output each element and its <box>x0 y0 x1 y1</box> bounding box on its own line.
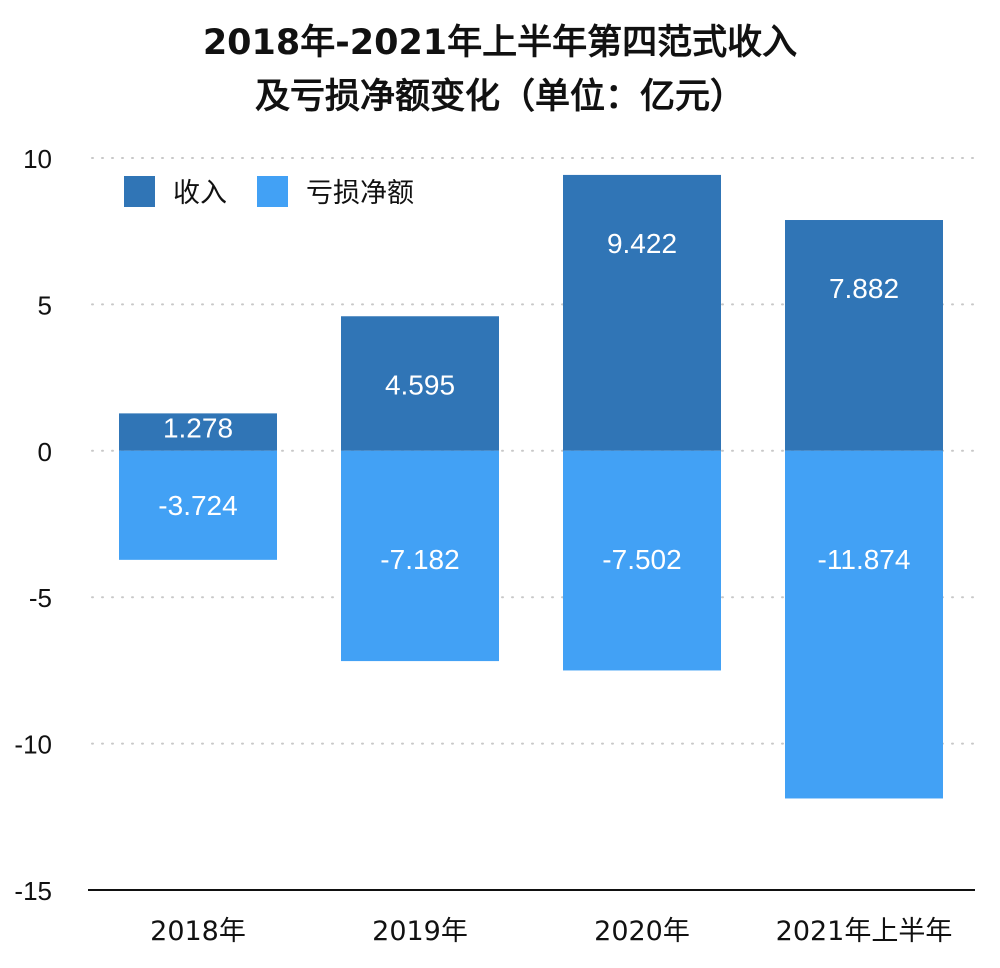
legend-label: 收入 <box>173 178 227 209</box>
y-tick-label: -10 <box>14 730 52 760</box>
y-tick-label: -15 <box>14 876 52 906</box>
y-tick-label: 10 <box>23 144 52 174</box>
bar-net-loss <box>563 450 721 671</box>
data-label: 7.882 <box>829 273 899 304</box>
y-tick-label: 5 <box>38 290 52 320</box>
legend-label: 亏损净额 <box>306 178 414 209</box>
chart-title-line-1: 2018年-2021年上半年第四范式收入 <box>202 23 798 63</box>
bar-revenue <box>119 413 277 451</box>
bar-net-loss <box>341 450 499 662</box>
data-label: 9.422 <box>607 228 677 259</box>
data-label: -7.182 <box>380 544 459 575</box>
x-tick-label: 2018年 <box>150 916 246 947</box>
chart-title-line-2: 及亏损净额变化（单位：亿元） <box>254 77 745 117</box>
y-tick-label: -5 <box>29 583 52 613</box>
bar-revenue <box>563 174 721 451</box>
data-label: -3.724 <box>158 490 237 521</box>
legend-swatch <box>124 176 155 207</box>
bar-net-loss <box>785 450 943 799</box>
data-label: 4.595 <box>385 369 455 400</box>
x-tick-label: 2019年 <box>372 916 468 947</box>
y-tick-label: 0 <box>38 437 52 467</box>
bar-revenue <box>785 220 943 451</box>
data-label: -11.874 <box>818 544 911 575</box>
legend-swatch <box>257 176 288 207</box>
bar-net-loss <box>119 450 277 560</box>
bar-revenue <box>341 316 499 451</box>
data-label: 1.278 <box>163 412 233 443</box>
x-tick-label: 2021年上半年 <box>776 916 953 947</box>
data-label: -7.502 <box>602 544 681 575</box>
x-tick-label: 2020年 <box>594 916 690 947</box>
